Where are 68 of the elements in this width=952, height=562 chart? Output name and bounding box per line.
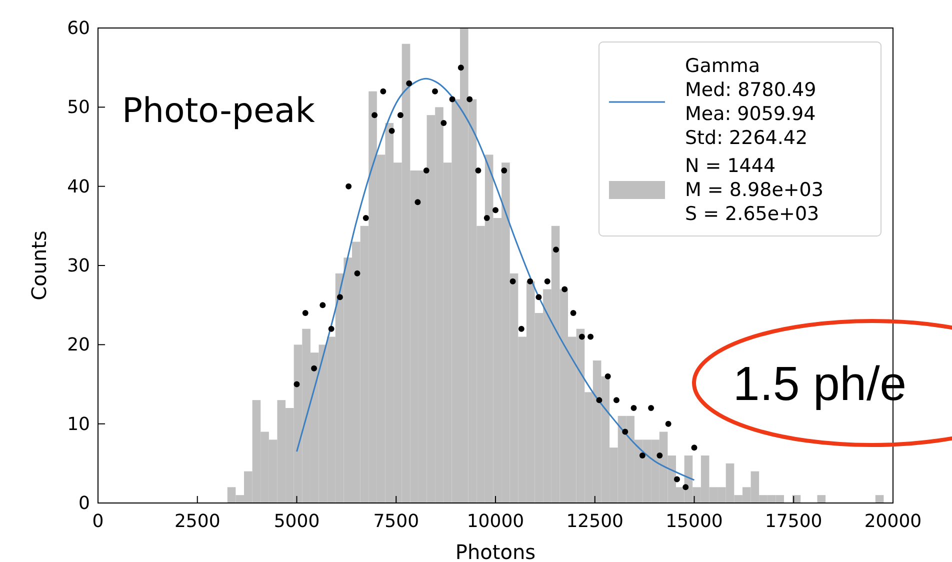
legend-label: N = 1444 M = 8.98e+03 S = 2.65e+03	[685, 155, 824, 225]
point	[346, 183, 352, 190]
x-tick-label: 12500	[566, 511, 624, 532]
point	[604, 373, 611, 380]
point	[423, 168, 430, 174]
point	[302, 310, 308, 316]
x-tick-label: 5000	[274, 511, 320, 532]
point	[320, 302, 326, 308]
point	[691, 444, 698, 451]
point	[466, 96, 473, 102]
y-tick-label: 40	[67, 176, 90, 198]
point	[432, 88, 438, 94]
x-tick-label: 7500	[373, 511, 420, 532]
x-tick-label: 15000	[666, 511, 723, 532]
point	[336, 294, 343, 300]
point	[354, 270, 360, 276]
point	[328, 326, 334, 332]
x-tick-label: 17500	[764, 511, 822, 532]
point	[406, 80, 412, 86]
y-tick-label: 50	[67, 97, 90, 118]
y-tick-label: 30	[67, 256, 90, 276]
annotation: Photo-peak	[122, 91, 316, 131]
point	[639, 452, 646, 458]
point	[544, 278, 550, 284]
point	[294, 381, 300, 388]
y-tick-label: 0	[78, 493, 90, 514]
point	[311, 365, 318, 372]
y-tick-label: 20	[67, 334, 90, 356]
y-tick-label: 60	[67, 18, 90, 39]
point	[613, 397, 620, 404]
point	[510, 278, 516, 284]
point	[596, 397, 602, 404]
x-tick-label: 20000	[864, 511, 922, 532]
point	[484, 215, 490, 221]
point	[630, 405, 637, 411]
point	[380, 88, 386, 94]
point	[372, 112, 378, 118]
y-axis-title: Counts	[27, 230, 51, 300]
point	[562, 286, 568, 292]
point	[414, 199, 421, 206]
x-tick-label: 2500	[174, 511, 220, 532]
point	[388, 128, 395, 134]
point	[588, 334, 594, 340]
point	[475, 168, 482, 174]
x-tick-label: 0	[92, 511, 104, 532]
point	[458, 64, 464, 71]
point	[397, 112, 404, 118]
point	[449, 96, 456, 102]
x-axis-title: Photons	[455, 540, 536, 562]
point	[553, 246, 559, 253]
point	[536, 294, 542, 300]
y-tick-label: 10	[67, 414, 90, 435]
point	[682, 484, 689, 490]
x-tick-label: 10000	[466, 511, 524, 532]
point	[501, 168, 508, 174]
point	[622, 428, 628, 435]
point	[578, 334, 585, 340]
point	[674, 476, 680, 482]
point	[518, 326, 524, 332]
point	[362, 215, 369, 221]
point	[492, 207, 498, 214]
legend-label: Gamma Med: 8780.49 Mea: 9059.94 Std: 2264.42	[685, 55, 816, 149]
point	[527, 278, 534, 284]
point	[665, 420, 672, 427]
point	[656, 452, 663, 458]
point	[570, 310, 576, 316]
point	[440, 120, 447, 126]
point	[648, 405, 654, 411]
